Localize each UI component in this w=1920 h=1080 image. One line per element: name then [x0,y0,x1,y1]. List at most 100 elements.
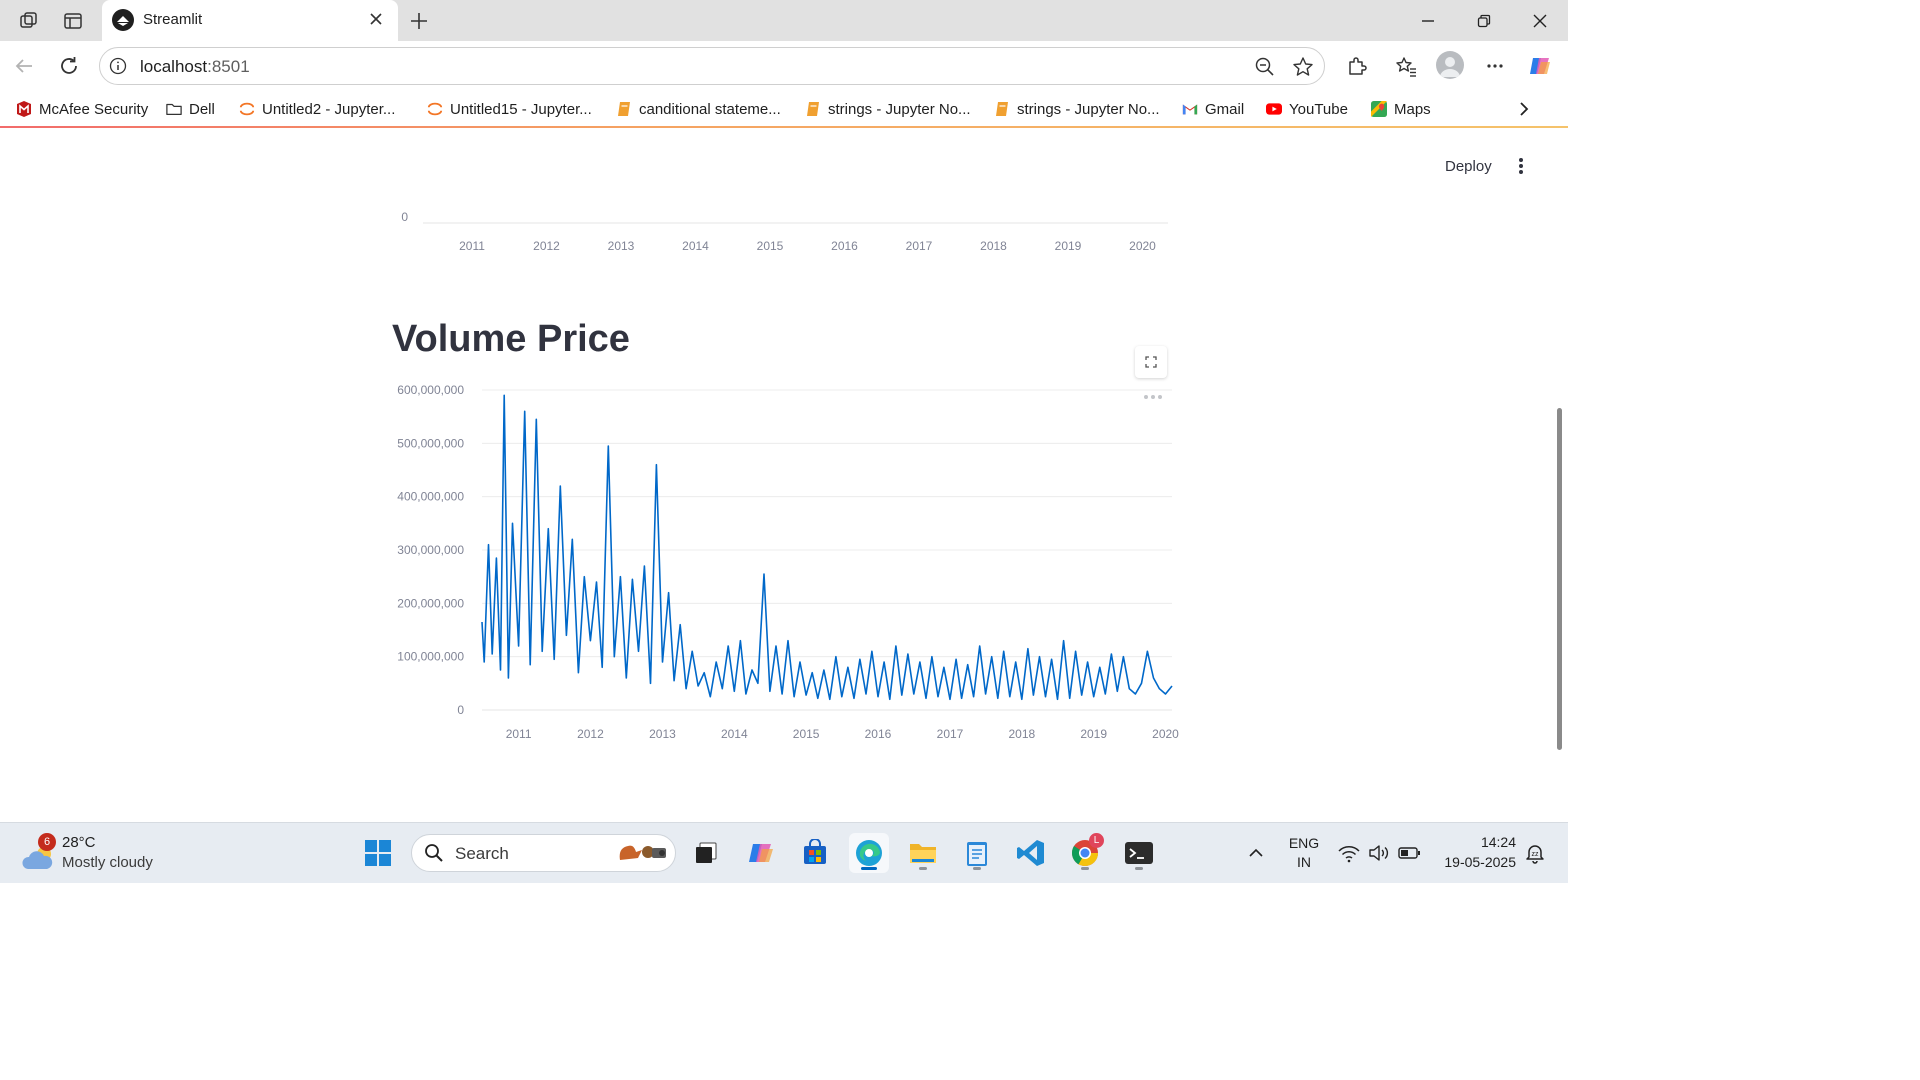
prev-chart-x-tick: 2012 [533,239,560,253]
streamlit-favicon-icon [112,9,134,31]
restore-icon[interactable] [1456,0,1512,41]
terminal-icon [1125,842,1153,864]
taskbar-notepad[interactable] [957,833,997,873]
clock[interactable]: 14:24 19-05-2025 [1430,833,1520,873]
bookmark-label: strings - Jupyter No... [828,100,971,118]
taskbar-store[interactable] [795,833,835,873]
jupyter-icon [239,101,255,117]
weather-badge: 6 [38,833,56,851]
notebook-icon [616,101,632,117]
bookmark-gmail[interactable]: Gmail [1182,99,1244,119]
bookmark-canditional[interactable]: canditional stateme... [616,99,781,119]
main-menu-icon[interactable] [1513,155,1529,177]
prev-chart-x-tick: 2016 [831,239,858,253]
chart-y-tick-label: 300,000,000 [397,543,464,557]
bookmark-label: Dell [189,100,215,118]
profile-avatar[interactable] [1436,51,1464,79]
folder-app-icon [910,844,936,863]
prev-chart-x-tick: 2019 [1055,239,1082,253]
clock-date: 19-05-2025 [1444,854,1516,870]
bookmark-label: strings - Jupyter No... [1017,100,1160,118]
bookmark-label: YouTube [1289,100,1348,118]
chart-y-tick-label: 200,000,000 [397,596,464,610]
chart-y-tick-label: 100,000,000 [397,650,464,664]
taskbar-edge[interactable] [849,833,889,873]
site-info-icon[interactable] [109,57,127,75]
url-text: localhost:8501 [140,57,250,76]
refresh-icon[interactable] [55,52,83,80]
svg-text:zz: zz [1532,851,1540,858]
taskbar-search[interactable]: Search [411,834,676,872]
weather-widget[interactable]: 6 28°C Mostly cloudy [20,831,170,875]
folder-icon [166,101,182,117]
bookmark-untitled2[interactable]: Untitled2 - Jupyter... [239,99,395,119]
more-options-icon[interactable] [1481,52,1509,80]
favorites-icon[interactable] [1392,52,1420,80]
vscode-icon [1017,840,1044,866]
language-indicator[interactable]: ENG IN [1282,835,1326,875]
fullscreen-icon [1145,356,1157,368]
search-highlight-image [619,845,666,860]
favorite-star-icon[interactable] [1292,56,1314,78]
bookmark-strings-1[interactable]: strings - Jupyter No... [805,99,971,119]
taskbar-chrome[interactable]: L [1065,833,1105,873]
running-indicator [919,867,927,870]
wifi-icon[interactable] [1338,843,1360,863]
previous-chart: 0 2011 2012 2013 2014 2015 2016 2017 2018 2019 20… [401,210,1168,253]
chart-x-tick-label: 2017 [937,727,964,741]
bookmark-dell[interactable]: Dell [166,99,215,119]
loading-accent-line [0,126,1568,128]
window-close-icon[interactable] [1512,0,1568,41]
search-placeholder: Search [455,844,509,863]
page-scrollbar[interactable] [1557,408,1562,750]
bookmarks-bar: McAfee Security Dell Untitled2 - Jupyter… [0,91,1568,129]
workspaces-icon[interactable] [16,8,42,34]
taskbar-file-explorer[interactable] [903,833,943,873]
start-button[interactable] [358,833,398,873]
tab-streamlit[interactable]: Streamlit [102,0,398,41]
copilot-icon[interactable] [1526,52,1554,80]
taskbar-copilot[interactable] [741,833,781,873]
clock-time: 14:24 [1480,834,1516,850]
language-code: ENG [1288,835,1320,851]
bookmark-maps[interactable]: Maps [1371,99,1431,119]
chart-actions-icon[interactable] [1143,390,1163,404]
bookmark-label: Gmail [1205,100,1245,118]
zoom-icon[interactable] [1254,56,1276,78]
bookmark-untitled15[interactable]: Untitled15 - Jupyter... [427,99,592,119]
minimize-icon[interactable] [1400,0,1456,41]
address-bar[interactable]: localhost:8501 [99,47,1325,85]
chevron-right-icon[interactable] [1514,99,1534,119]
bookmark-mcafee[interactable]: McAfee Security [16,99,148,119]
chart-x-tick-label: 2012 [577,727,604,741]
taskbar-terminal[interactable] [1119,833,1159,873]
bookmark-label: Untitled2 - Jupyter... [262,100,396,118]
battery-icon[interactable] [1398,845,1422,861]
taskbar-vscode[interactable] [1011,833,1051,873]
task-view-icon [696,842,717,863]
weather-desc: Mostly cloudy [62,854,153,871]
bookmark-strings-2[interactable]: strings - Jupyter No... [994,99,1160,119]
new-tab-icon[interactable] [406,8,432,34]
bookmark-youtube[interactable]: YouTube [1266,99,1348,119]
close-icon[interactable] [366,9,386,29]
chart-title: Volume Price [392,318,630,360]
chart-x-tick-label: 2016 [865,727,892,741]
bookmark-label: McAfee Security [39,100,149,118]
search-icon [425,844,443,862]
back-icon[interactable] [10,52,38,80]
maps-icon [1371,101,1387,117]
language-region: IN [1297,854,1311,870]
extensions-icon[interactable] [1343,52,1371,80]
edge-icon [856,840,882,866]
chart-x-tick-label: 2020 [1152,727,1179,741]
jupyter-icon [427,101,443,117]
volume-icon[interactable] [1368,843,1390,863]
taskbar-task-view[interactable] [686,833,726,873]
volume-series-line [481,394,1173,701]
tab-actions-icon[interactable] [60,8,86,34]
fullscreen-button[interactable] [1135,346,1167,378]
notifications-bell-icon[interactable]: zz [1524,842,1546,864]
deploy-button[interactable]: Deploy [1445,158,1492,175]
show-hidden-icons-chevron-icon[interactable] [1246,843,1266,863]
